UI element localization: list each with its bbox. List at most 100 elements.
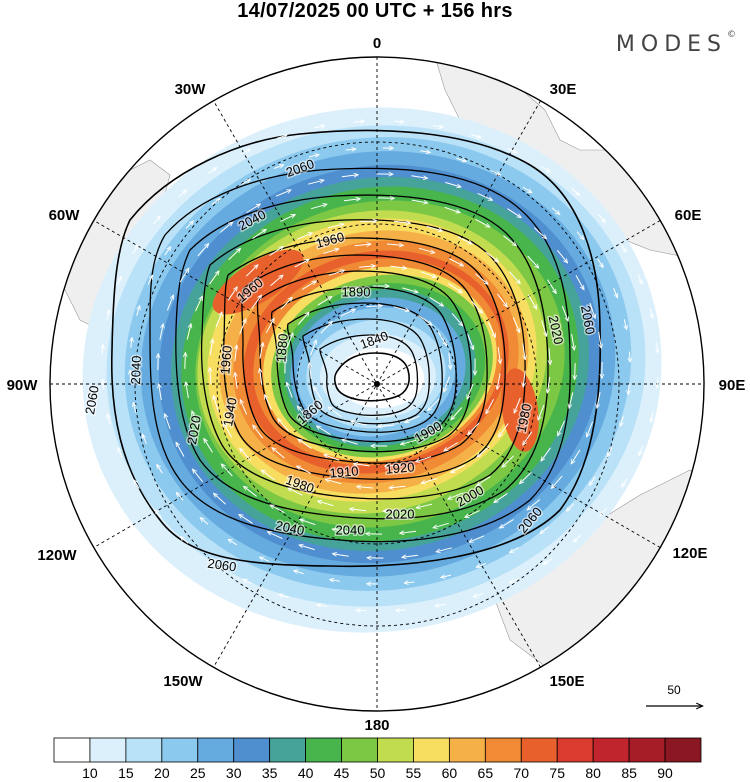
wind-vector xyxy=(477,563,487,568)
latitude-circle-3 xyxy=(134,141,620,627)
wind-vector xyxy=(541,447,551,461)
wind-vector xyxy=(569,392,574,408)
wind-vector xyxy=(310,340,317,356)
wind-vector xyxy=(436,547,453,552)
wind-vector xyxy=(451,407,463,420)
colorbar-tick-label: 40 xyxy=(298,765,314,781)
wind-vector xyxy=(178,190,187,198)
shade-hotspot-east xyxy=(501,368,539,452)
wind-vector xyxy=(318,501,334,507)
wind-vector xyxy=(378,425,394,426)
wind-vector xyxy=(393,306,409,311)
wind-vector xyxy=(503,235,516,246)
contour-1960 xyxy=(241,254,488,464)
wind-vector xyxy=(416,456,432,462)
wind-vector xyxy=(185,221,193,229)
wind-vector xyxy=(467,334,474,349)
reference-vector: 50 xyxy=(646,683,702,706)
wind-vector xyxy=(157,465,163,474)
meridian-30e-150w xyxy=(213,100,541,668)
wind-vector xyxy=(538,404,545,420)
wind-vector xyxy=(251,296,261,309)
wind-vector xyxy=(456,157,466,161)
wind-vector xyxy=(433,522,449,527)
wind-vector xyxy=(485,251,499,262)
wind-vector xyxy=(136,306,140,316)
colorbar-tick-label: 55 xyxy=(406,765,422,781)
wind-vector xyxy=(523,343,525,359)
wind-vector xyxy=(448,492,463,499)
reference-vector-label: 50 xyxy=(667,683,681,697)
wind-vector xyxy=(448,283,462,293)
wind-vector xyxy=(320,322,332,334)
wind-vector xyxy=(268,532,283,540)
wind-vector xyxy=(514,397,521,413)
lon-label-90e: 90E xyxy=(719,377,746,394)
wind-vector xyxy=(441,575,452,577)
wind-vector xyxy=(241,180,250,185)
wind-vector xyxy=(357,487,374,488)
wind-vector xyxy=(541,166,549,172)
wind-vector xyxy=(402,555,419,557)
wind-vector xyxy=(571,449,581,464)
wind-vector xyxy=(134,480,140,489)
wind-vector xyxy=(280,298,292,310)
wind-vector xyxy=(386,244,403,245)
wind-vector xyxy=(351,421,367,426)
wind-vector xyxy=(265,395,272,410)
contour-label: 2020 xyxy=(386,507,415,522)
wind-vector xyxy=(465,510,480,518)
wind-vector xyxy=(449,352,451,369)
contour-1840 xyxy=(333,352,410,402)
wind-vector xyxy=(428,398,440,411)
wind-vector xyxy=(201,518,209,525)
wind-vector xyxy=(396,610,407,611)
wind-vector xyxy=(342,440,358,445)
wind-vector xyxy=(657,342,658,352)
colorbar-swatch xyxy=(448,737,486,763)
wind-vector xyxy=(508,271,520,284)
wind-vector xyxy=(544,558,553,565)
lon-label-0: 0 xyxy=(373,35,381,52)
wind-vector xyxy=(630,351,631,362)
latitude-circle-1 xyxy=(296,303,458,465)
wind-vector xyxy=(358,266,375,267)
wind-vector xyxy=(420,271,436,278)
wind-vector xyxy=(210,368,211,384)
colorbar-tick-label: 25 xyxy=(190,765,206,781)
wind-vector xyxy=(510,547,519,553)
wind-vector xyxy=(385,465,402,466)
contour-label: 1880 xyxy=(273,333,290,363)
wind-vector xyxy=(628,384,629,394)
wind-vector xyxy=(235,373,237,389)
lon-label-180: 180 xyxy=(364,717,389,734)
wind-vector xyxy=(210,560,219,566)
wind-vector xyxy=(204,439,213,453)
wind-vector xyxy=(186,382,189,399)
wind-vector xyxy=(576,231,584,240)
lon-label-90w: 90W xyxy=(7,377,39,394)
contour-label: 1960 xyxy=(217,345,234,375)
wind-vector xyxy=(500,519,514,528)
wind-vector xyxy=(405,582,415,583)
wind-vector xyxy=(512,317,519,332)
wind-vector xyxy=(457,236,472,244)
colorbar-tick-label: 20 xyxy=(154,765,170,781)
wind-vector xyxy=(494,492,508,502)
wind-vector xyxy=(477,445,490,456)
wind-vector xyxy=(556,249,567,262)
wind-vector xyxy=(102,345,103,355)
colorbar-swatch xyxy=(664,737,702,763)
wind-vector xyxy=(330,580,340,582)
wind-vector xyxy=(308,155,319,157)
wind-vector xyxy=(262,470,275,481)
wind-vector xyxy=(270,505,285,514)
wind-vector xyxy=(211,199,220,205)
wind-vector xyxy=(186,324,191,340)
wind-vector xyxy=(366,306,382,307)
wind-vector xyxy=(214,494,227,505)
wind-vector xyxy=(428,426,443,435)
wind-vector xyxy=(451,313,462,325)
colorbar-tick-label: 10 xyxy=(82,765,98,781)
colorbar-swatch xyxy=(592,737,630,763)
